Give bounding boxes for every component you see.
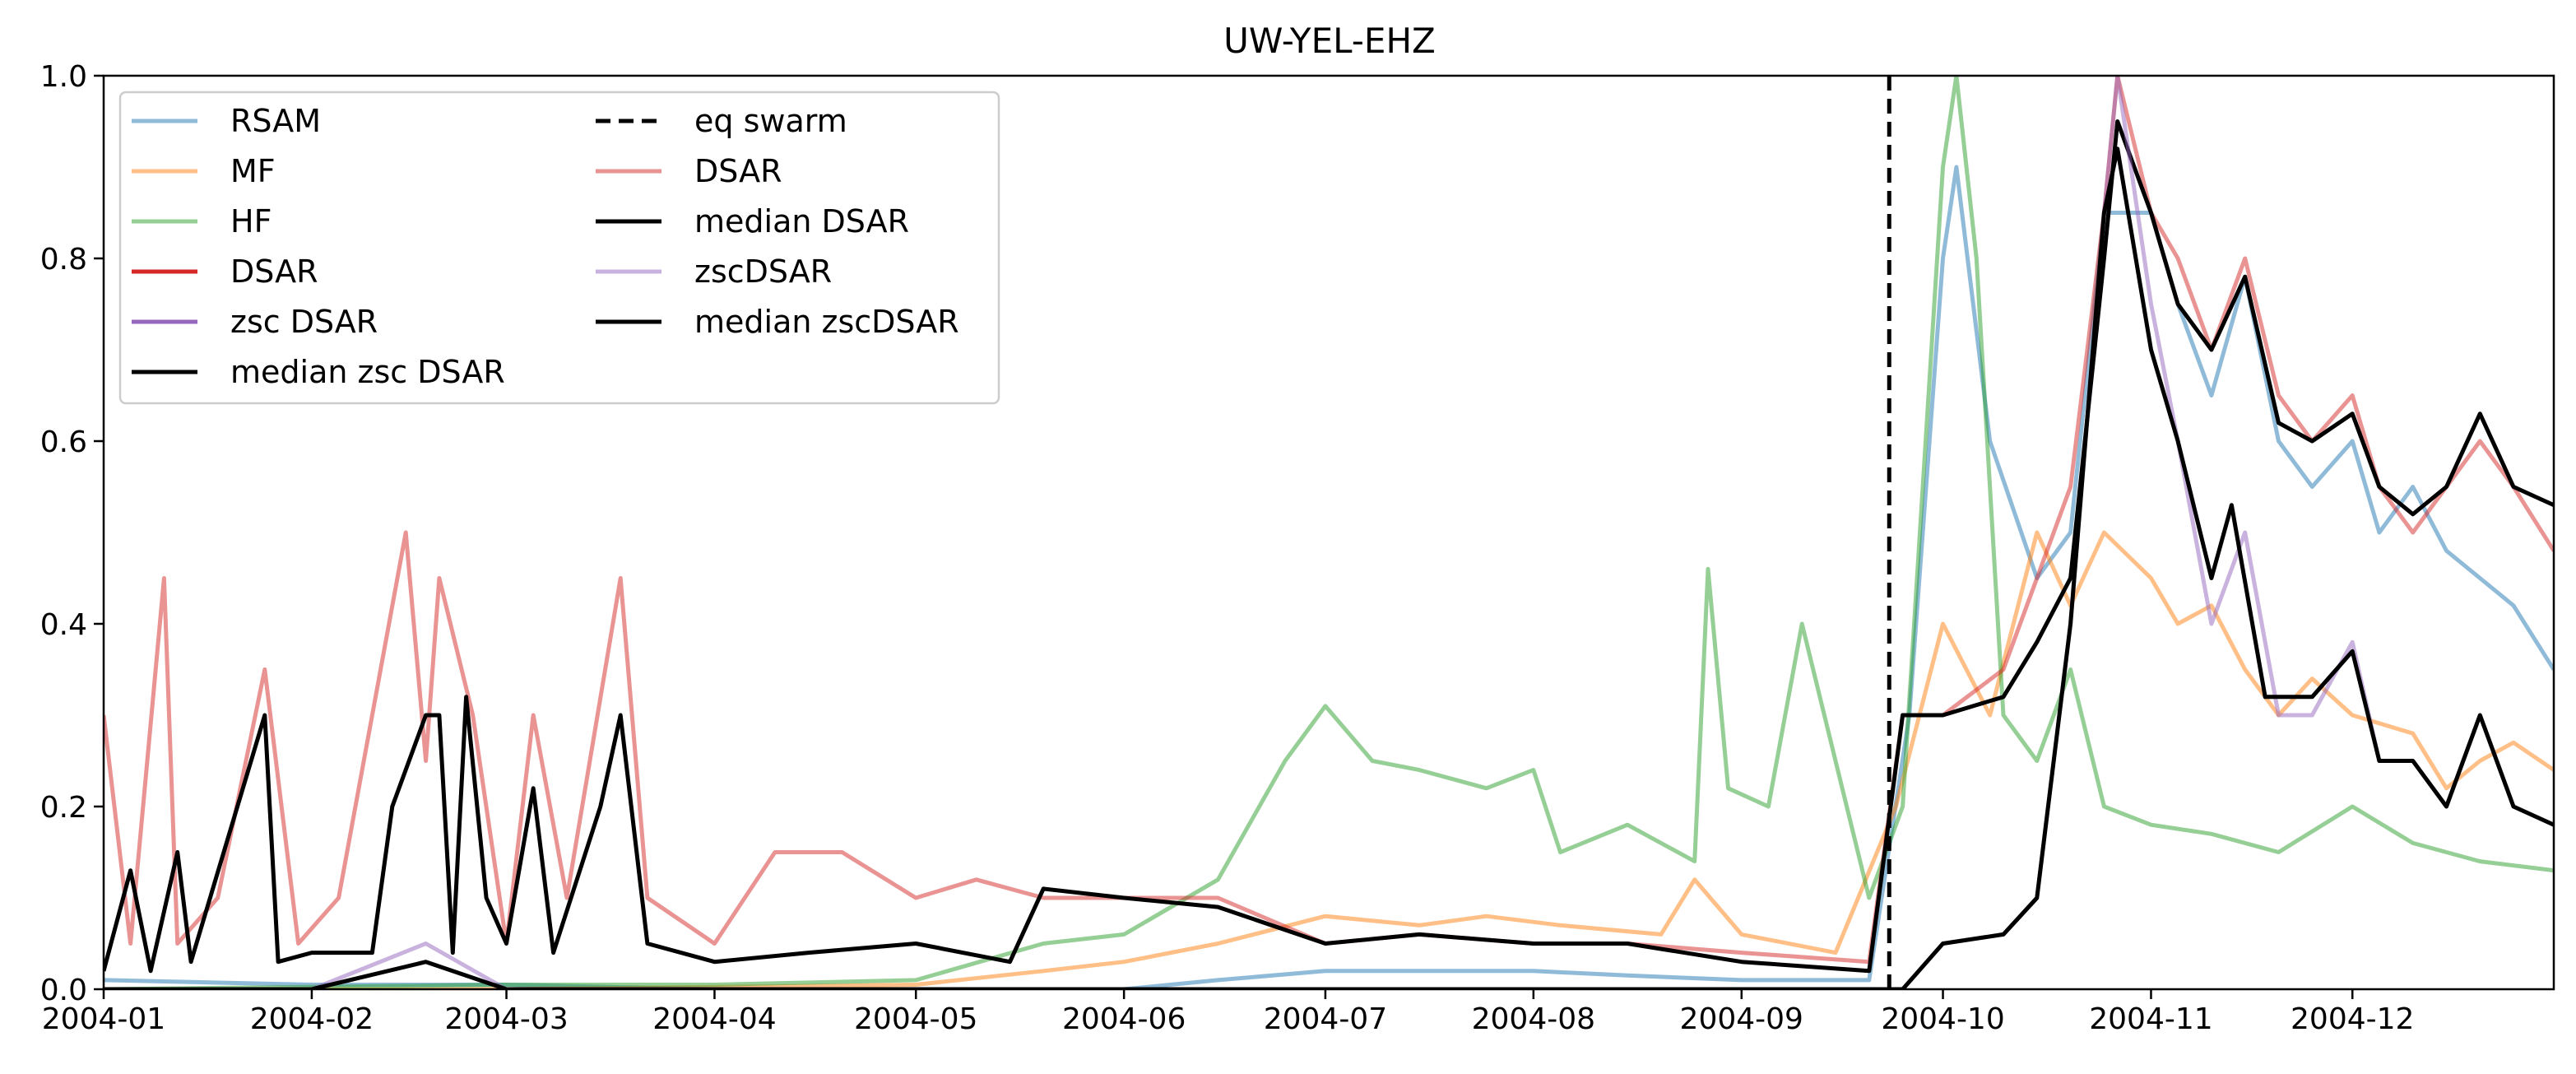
y-tick-label: 0.0 (40, 974, 87, 1007)
series-group (104, 76, 2554, 989)
legend-label: MF (230, 153, 276, 189)
plot-frame (102, 74, 2555, 991)
x-tick-label: 2004-07 (1264, 1002, 1387, 1036)
x-tick-label: 2004-10 (1881, 1002, 2004, 1036)
series-line-1 (104, 530, 2554, 989)
y-tick-label: 0.8 (40, 243, 87, 277)
chart-title: UW-YEL-EHZ (1223, 21, 1436, 61)
x-tick-label: 2004-01 (42, 1002, 165, 1036)
legend-label: HF (230, 203, 272, 239)
x-tick-label: 2004-12 (2291, 1002, 2414, 1036)
legend-label: DSAR (694, 153, 782, 189)
legend: RSAM MF HF DSAR zsc DSAR median zsc DSAR eq sw… (118, 91, 1000, 405)
series-line-9 (104, 146, 2554, 989)
x-tick-label: 2004-11 (2089, 1002, 2212, 1036)
y-tick-label: 0.2 (40, 791, 87, 825)
legend-label: eq swarm (694, 103, 847, 139)
x-tick-label: 2004-05 (854, 1002, 977, 1036)
y-tick-label: 0.4 (40, 608, 87, 642)
y-axis: 0.0 0.2 0.4 0.6 0.8 1.0 (40, 60, 104, 1007)
legend-label: zscDSAR (694, 253, 832, 290)
legend-label: DSAR (230, 253, 318, 290)
legend-label: median zsc DSAR (230, 354, 505, 390)
legend-box (118, 91, 1000, 405)
legend-label: median zscDSAR (694, 304, 959, 340)
x-tick-label: 2004-09 (1680, 1002, 1803, 1036)
y-tick-label: 1.0 (40, 60, 87, 94)
x-tick-label: 2004-02 (250, 1002, 374, 1036)
legend-label: zsc DSAR (230, 304, 378, 340)
series-line-2 (104, 76, 2554, 989)
x-axis: 2004-01 2004-02 2004-03 2004-04 2004-05 2004-… (42, 989, 2414, 1036)
legend-label: median DSAR (694, 203, 909, 239)
x-tick-label: 2004-06 (1062, 1002, 1186, 1036)
y-tick-label: 0.6 (40, 425, 87, 459)
series-line-0 (104, 165, 2554, 989)
legend-label: RSAM (230, 103, 321, 139)
x-tick-label: 2004-08 (1472, 1002, 1595, 1036)
x-tick-label: 2004-04 (652, 1002, 776, 1036)
plot-area (102, 74, 2555, 991)
x-tick-label: 2004-03 (444, 1002, 568, 1036)
series-line-7 (104, 119, 2554, 974)
